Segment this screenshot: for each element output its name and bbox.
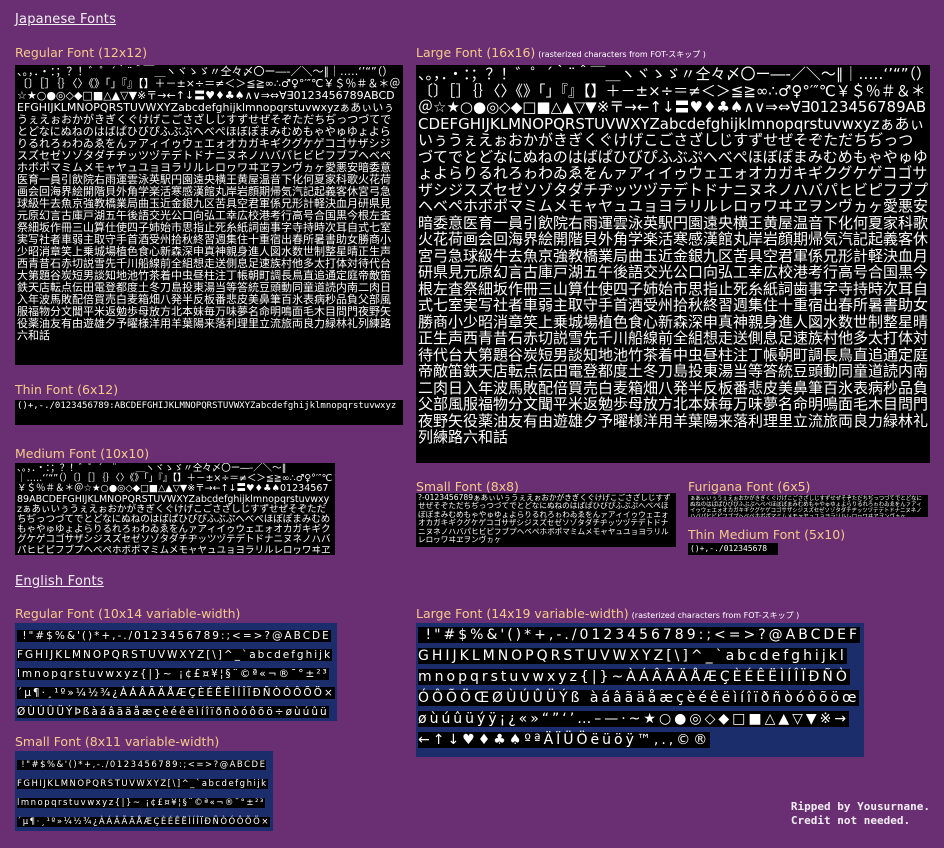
en-small-font-glyphs: !"#$%&'()*+,-./0123456789:;<=>?@ABCDEFGH… bbox=[17, 760, 270, 831]
jp-regular-font-label: Regular Font (12x12) bbox=[15, 45, 148, 60]
en-small-font-sheet: !"#$%&'()*+,-./0123456789:;<=>?@ABCDEFGH… bbox=[15, 751, 273, 831]
jp-furigana-font-glyphs: ぁあぃいぅうぇえぉおかがきぎくぐけげこごさざしじすずせぜそぞただちぢっつづてでと… bbox=[690, 496, 922, 517]
jp-thin-medium-font-sheet: ()+,-./0123456789: bbox=[688, 543, 778, 555]
jp-medium-font-sheet: 、。，．・：；？！゛゜´｀¨＾￣＿ヽヾゝゞ〃仝々〆〇ー―‐／＼～∥｜…‥‘’“”… bbox=[15, 463, 335, 555]
jp-thin-medium-font-glyphs: ()+,-./0123456789: bbox=[690, 544, 768, 553]
jp-thin-font-glyphs: ()+,-./0123456789:ABCDEFGHIJKLMNOPQRSTUV… bbox=[17, 401, 397, 411]
en-large-font-glyphs: !"#$%&'()*+,-./0123456789:;<=>?@ABCDEFGH… bbox=[418, 627, 861, 748]
ripper-credit: Ripped by Yousurnane. Credit not needed. bbox=[791, 800, 930, 828]
jp-thin-font-label: Thin Font (6x12) bbox=[15, 382, 119, 397]
japanese-fonts-heading: Japanese Fonts bbox=[15, 12, 117, 27]
jp-regular-font-glyphs: 、。，．・：；？！゛゜´｀¨＾￣＿ヽヾゝゞ〃仝々〆〇ー―‐／＼～∥｜…‥‘’“”… bbox=[17, 65, 401, 342]
en-large-font-sheet: !"#$%&'()*+,-./0123456789:;<=>?@ABCDEFGH… bbox=[416, 623, 864, 757]
english-fonts-heading: English Fonts bbox=[15, 574, 104, 589]
jp-large-font-title: Large Font (16x16) bbox=[416, 45, 536, 60]
jp-medium-font-glyphs: 、。，．・：；？！゛゜´｀¨＾￣＿ヽヾゝゞ〃仝々〆〇ー―‐／＼～∥｜…‥‘’“”… bbox=[17, 463, 333, 555]
jp-regular-font-sheet: 、。，．・：；？！゛゜´｀¨＾￣＿ヽヾゝゞ〃仝々〆〇ー―‐／＼～∥｜…‥‘’“”… bbox=[15, 65, 403, 365]
jp-thin-medium-font-label: Thin Medium Font (5x10) bbox=[688, 527, 846, 542]
en-large-font-title: Large Font (14x19 variable-width) bbox=[416, 606, 629, 621]
jp-small-font-label: Small Font (8x8) bbox=[416, 479, 519, 494]
jp-thin-font-sheet: ()+,-./0123456789:ABCDEFGHIJKLMNOPQRSTUV… bbox=[15, 400, 403, 425]
jp-large-font-sheet: 、。，．・：；？！゛゜´｀¨＾￣＿ヽヾゝゞ〃仝々〆〇ー―‐／＼～∥｜…‥‘’“”… bbox=[416, 65, 930, 463]
en-regular-font-sheet: !"#$%&'()*+,-./0123456789:;<=>?@ABCDEFGH… bbox=[15, 623, 337, 721]
jp-large-font-glyphs: 、。，．・：；？！゛゜´｀¨＾￣＿ヽヾゝゞ〃仝々〆〇ー―‐／＼～∥｜…‥‘’“”… bbox=[418, 65, 929, 446]
jp-furigana-font-sheet: ぁあぃいぅうぇえぉおかがきぎくぐけげこごさざしじすずせぜそぞただちぢっつづてでと… bbox=[688, 495, 928, 517]
en-large-font-label: Large Font (14x19 variable-width) (raster… bbox=[416, 606, 799, 621]
jp-furigana-font-label: Furigana Font (6x5) bbox=[688, 479, 811, 494]
jp-large-font-label: Large Font (16x16) (rasterized characters… bbox=[416, 45, 706, 60]
jp-small-font-glyphs: ?-0123456789ぁあぃいぅうぇえぉおかがきぎくぐけげこごさざしじすずせぜ… bbox=[418, 493, 671, 545]
credit-line-2: Credit not needed. bbox=[790, 814, 911, 827]
en-large-font-note: (rasterized characters from FOT-スキップ ) bbox=[631, 611, 800, 620]
en-regular-font-label: Regular Font (10x14 variable-width) bbox=[15, 606, 241, 621]
en-small-font-label: Small Font (8x11 variable-width) bbox=[15, 734, 220, 749]
credit-line-1: Ripped by Yousurnane. bbox=[790, 800, 930, 813]
jp-small-font-sheet: ?-0123456789ぁあぃいぅうぇえぉおかがきぎくぐけげこごさざしじすずせぜ… bbox=[416, 493, 676, 547]
en-regular-font-glyphs: !"#$%&'()*+,-./0123456789:;<=>?@ABCDEFGH… bbox=[17, 630, 335, 721]
jp-medium-font-label: Medium Font (10x10) bbox=[15, 446, 150, 461]
jp-large-font-note: (rasterized characters from FOT-スキップ ) bbox=[538, 50, 706, 59]
